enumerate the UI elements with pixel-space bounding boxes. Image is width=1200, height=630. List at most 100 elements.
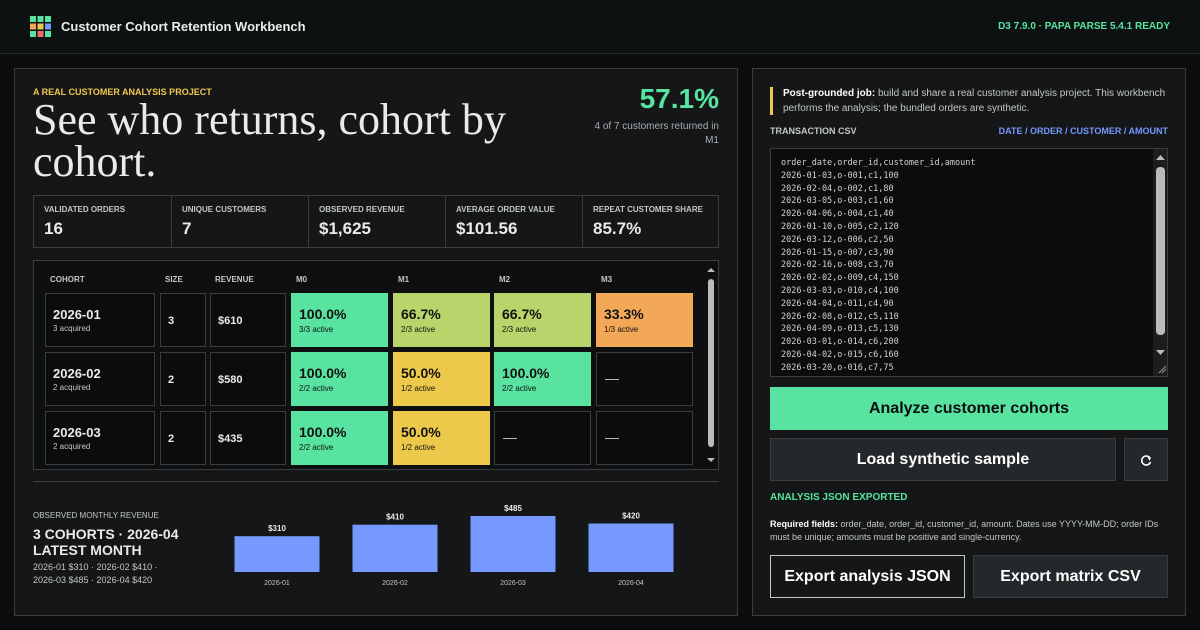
retention-cell: 50.0% 1/2 active [393,411,490,465]
retention-cell: 100.0% 2/2 active [291,411,388,465]
csv-line: 2026-03-12,o-006,c2,50 [781,234,894,245]
retention-cell: 66.7% 2/3 active [393,293,490,347]
retention-value: 66.7% [502,306,542,322]
csv-line: 2026-02-16,o-008,c3,70 [781,260,894,271]
x-tick-label: 2026-02 [382,580,408,587]
cohort-acquired: 2 acquired [53,442,91,451]
notice: Post-grounded job: build and share a rea… [783,86,1173,116]
retention-detail: 3/3 active [299,325,334,334]
revenue-eyebrow: OBSERVED MONTHLY REVENUE [33,511,159,520]
bar [470,516,556,572]
stat-card: OBSERVED REVENUE $1,625 [308,196,445,247]
scrollbar [705,265,717,465]
csv-line: 2026-02-02,o-009,c4,150 [781,273,899,284]
bar-value-label: $310 [268,524,286,533]
cohort-matrix: COHORT SIZE REVENUE M0 M1 M2 M3 2026-01 3 acquir… [33,260,719,470]
retention-value: 66.7% [401,306,441,322]
revenue-cell: $435 [210,411,286,465]
revenue-note: 2026-01 $310 · 2026-02 $410 · 2026-03 $4… [33,562,158,585]
csv-line: 2026-03-01,o-014,c6,200 [781,337,899,348]
retention-value: 50.0% [401,365,441,381]
matrix-header: REVENUE [215,275,254,284]
retention-detail: 2/2 active [299,443,334,452]
retention-cell: — [596,411,693,465]
matrix-header: COHORT [50,275,85,284]
retention-value: 100.0% [299,424,347,440]
divider [33,481,719,482]
stat-label: UNIQUE CUSTOMERS [182,205,267,214]
stat-label: OBSERVED REVENUE [319,205,405,214]
size-cell: 3 [160,293,206,347]
size-value: 2 [168,433,175,445]
load-button[interactable]: Load synthetic sample [770,438,1116,481]
csv-scrollbar [1153,149,1167,376]
x-tick-label: 2026-04 [618,580,644,587]
csv-line: 2026-04-02,o-015,c6,160 [781,350,899,360]
matrix-header: M2 [499,275,511,284]
retention-value: 100.0% [299,306,347,322]
metric-note: 4 of 7 customers returned in M1 [594,121,719,146]
revenue-value: $580 [218,374,243,386]
revenue-headline: 3 COHORTS · 2026-04 LATEST MONTH [33,526,179,558]
stat-label: AVERAGE ORDER VALUE [456,205,555,214]
csv-line: 2026-04-09,o-013,c5,130 [781,324,899,335]
scroll-arrows [707,268,715,462]
bar [234,536,320,572]
stat-value: 85.7% [593,219,642,238]
csv-label: TRANSACTION CSV [770,126,857,136]
retention-cell: 100.0% 3/3 active [291,293,388,347]
retention-cell: 100.0% 2/2 active [494,352,591,406]
required-strong: Required fields: [770,519,839,529]
matrix-header: M3 [601,275,613,284]
retention-detail: 2/2 active [502,384,537,393]
cohort-label: 2026-03 [53,425,101,440]
csv-line: 2026-04-04,o-011,c4,90 [781,298,894,309]
revenue-value: $435 [218,433,243,445]
bar [352,524,438,572]
csv-fields: DATE / ORDER / CUSTOMER / AMOUNT [998,126,1168,136]
retention-cell: 100.0% 2/2 active [291,352,388,406]
hero-title: See who returns, cohort by cohort. [33,95,506,186]
stat-card: REPEAT CUSTOMER SHARE 85.7% [582,196,719,247]
stat-card: VALIDATED ORDERS 16 [34,196,171,247]
notice-strong: Post-grounded job: [783,88,876,99]
size-value: 2 [168,374,175,386]
csv-line: 2026-02-08,o-012,c5,110 [781,311,899,322]
cohort-label: 2026-02 [53,366,101,381]
revenue-chart: $310 2026-01 $410 2026-02 $485 2026-03 $420 202… [234,504,674,587]
csv-line: 2026-01-03,o-001,c1,100 [781,170,899,181]
retention-value: 100.0% [502,365,550,381]
notice-bar [770,87,773,115]
logo [30,16,51,37]
cohort-label: 2026-01 [53,307,101,322]
stat-label: REPEAT CUSTOMER SHARE [593,205,703,214]
csv-line: 2026-01-15,o-007,c3,90 [781,247,894,258]
metric: 57.1% [639,83,719,114]
retention-detail: 1/2 active [401,384,436,393]
csv-line: 2026-02-04,o-002,c1,80 [781,183,894,194]
csv-textarea[interactable]: order_date,order_id,customer_id,amount 20… [770,148,1168,377]
retention-detail: 2/3 active [401,325,436,334]
analyze-button[interactable]: Analyze customer cohorts [770,387,1168,430]
export-csv-button[interactable]: Export matrix CSV [973,555,1168,598]
bar-value-label: $420 [622,512,640,521]
size-cell: 2 [160,411,206,465]
bar-value-label: $485 [504,504,522,513]
retention-cell: — [596,352,693,406]
csv-line: order_date,order_id,customer_id,amount [781,158,976,168]
reset-icon [1140,455,1152,466]
stat-label: VALIDATED ORDERS [44,205,126,214]
reset-button[interactable] [1124,438,1168,481]
stat-value: 7 [182,219,192,238]
app-title: Customer Cohort Retention Workbench [61,19,306,34]
header-bar [0,0,1200,54]
export-json-button[interactable]: Export analysis JSON [770,555,965,598]
retention-cell: 50.0% 1/2 active [393,352,490,406]
stat-card: UNIQUE CUSTOMERS 7 [171,196,308,247]
retention-detail: 2/2 active [299,384,334,393]
cohort-acquired: 2 acquired [53,383,91,392]
size-value: 3 [168,315,175,327]
retention-detail: 2/3 active [502,325,537,334]
notice-text: build and share a real customer analysis… [783,88,1166,114]
